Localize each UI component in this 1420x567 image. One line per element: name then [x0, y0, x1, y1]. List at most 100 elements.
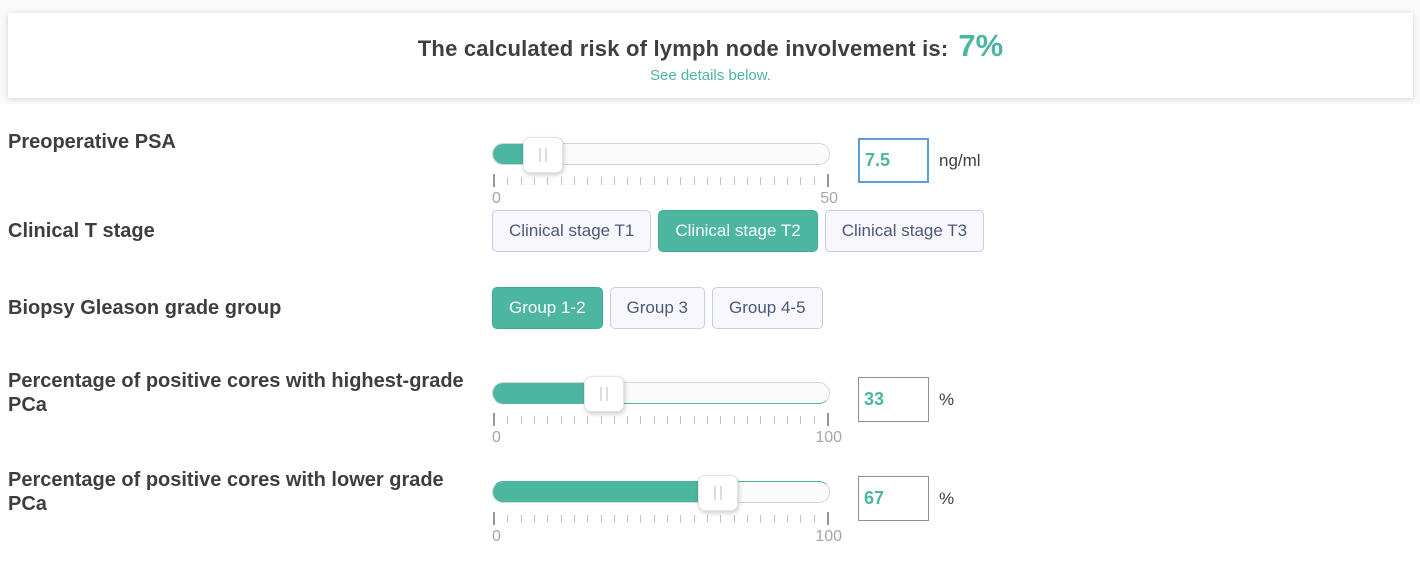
- tick-mark: [587, 415, 589, 424]
- grip-icon: [539, 148, 548, 162]
- tick-mark: [680, 176, 682, 185]
- t-stage-label: Clinical T stage: [8, 220, 155, 242]
- tick-mark: [533, 176, 535, 185]
- cores-lower-slider-track[interactable]: [492, 475, 830, 511]
- psa-label: Preoperative PSA: [8, 131, 176, 153]
- tick-mark: [600, 176, 602, 185]
- tick-mark: [786, 176, 788, 185]
- gleason-option-group-4-5[interactable]: Group 4-5: [711, 287, 823, 329]
- t-stage-row: Clinical T stage Clinical stage T1 Clini…: [8, 210, 1412, 252]
- gleason-option-group-1-2[interactable]: Group 1-2: [492, 287, 603, 329]
- tick-mark: [760, 176, 762, 185]
- tick-mark: [746, 415, 748, 424]
- tick-mark: [800, 415, 802, 424]
- tick-mark: [707, 415, 708, 424]
- tick-mark: [640, 415, 642, 424]
- result-line: The calculated risk of lymph node involv…: [418, 28, 1003, 64]
- tick-mark: [560, 176, 562, 185]
- tick-mark: [507, 176, 509, 185]
- tick-mark: [773, 514, 775, 523]
- scale-max-label: 100: [815, 528, 843, 545]
- tick-mark: [493, 413, 495, 426]
- tick-mark: [653, 176, 655, 185]
- cores-lower-row: Percentage of positive cores with lower …: [8, 468, 1412, 546]
- tick-mark: [720, 415, 722, 424]
- cores-lower-slider: 0 100: [492, 468, 842, 546]
- psa-slider-track[interactable]: [492, 137, 830, 173]
- tick-mark: [560, 514, 562, 523]
- tick-mark: [533, 415, 535, 424]
- scale-min-label: 0: [492, 190, 501, 207]
- tick-mark: [507, 415, 509, 424]
- tick-mark: [627, 514, 629, 523]
- tick-mark: [613, 415, 615, 424]
- tick-mark: [786, 514, 788, 523]
- psa-tick-scale: [492, 174, 830, 187]
- tick-mark: [746, 176, 748, 185]
- scale-min-label: 0: [492, 429, 501, 446]
- tick-mark: [600, 415, 602, 424]
- tick-mark: [667, 176, 669, 185]
- cores-lower-slider-handle[interactable]: [698, 475, 739, 511]
- psa-row: Preoperative PSA 0 50 ng/ml: [8, 130, 1412, 208]
- tick-mark: [547, 514, 549, 523]
- cores-highest-slider-handle[interactable]: [583, 376, 624, 412]
- tick-mark: [587, 176, 589, 185]
- cores-highest-slider-fill: [493, 383, 604, 403]
- tick-mark: [653, 514, 655, 523]
- tick-mark: [613, 176, 615, 185]
- tick-mark: [613, 514, 615, 523]
- tick-mark: [760, 514, 762, 523]
- gleason-button-group: Group 1-2 Group 3 Group 4-5: [492, 287, 830, 329]
- psa-slider-handle[interactable]: [523, 137, 564, 173]
- tick-mark: [813, 415, 815, 424]
- t-stage-option-t1[interactable]: Clinical stage T1: [492, 210, 652, 252]
- cores-lower-slider-fill: [493, 482, 719, 502]
- result-subtitle: See details below.: [650, 66, 771, 84]
- tick-mark: [520, 415, 522, 424]
- tick-mark: [786, 415, 788, 424]
- tick-mark: [600, 514, 602, 523]
- gleason-row: Biopsy Gleason grade group Group 1-2 Gro…: [8, 287, 1412, 329]
- psa-scale-labels: 0 50: [492, 189, 838, 208]
- tick-mark: [640, 176, 642, 185]
- tick-mark: [587, 514, 589, 523]
- tick-mark: [733, 415, 735, 424]
- tick-mark: [520, 514, 522, 523]
- tick-mark: [826, 512, 829, 525]
- cores-highest-unit-label: %: [939, 389, 955, 409]
- tick-mark: [547, 176, 549, 185]
- cores-lower-unit-label: %: [939, 488, 955, 508]
- cores-lower-scale-labels: 0 100: [492, 527, 842, 546]
- gleason-option-group-3[interactable]: Group 3: [609, 287, 705, 329]
- tick-mark: [507, 514, 509, 523]
- tick-mark: [667, 415, 669, 424]
- tick-mark: [547, 415, 549, 424]
- cores-lower-input-group: %: [858, 476, 954, 521]
- tick-mark: [573, 415, 575, 424]
- cores-highest-slider-track[interactable]: [492, 376, 830, 412]
- psa-unit-label: ng/ml: [939, 150, 981, 170]
- gleason-label: Biopsy Gleason grade group: [8, 297, 282, 319]
- tick-mark: [693, 514, 695, 523]
- tick-mark: [680, 415, 682, 424]
- psa-value-input[interactable]: [858, 138, 929, 183]
- tick-mark: [813, 514, 815, 523]
- t-stage-option-t3[interactable]: Clinical stage T3: [824, 210, 985, 252]
- tick-mark: [693, 176, 695, 185]
- cores-lower-value-input[interactable]: [858, 476, 929, 521]
- grip-icon: [599, 387, 608, 401]
- tick-mark: [720, 176, 722, 185]
- cores-highest-slider: 0 100: [492, 369, 842, 447]
- t-stage-option-t2[interactable]: Clinical stage T2: [658, 210, 818, 252]
- result-title: The calculated risk of lymph node involv…: [417, 35, 949, 61]
- result-card: The calculated risk of lymph node involv…: [8, 13, 1413, 98]
- tick-mark: [773, 415, 775, 424]
- tick-mark: [733, 514, 735, 523]
- cores-highest-value-input[interactable]: [858, 377, 929, 422]
- tick-mark: [707, 176, 708, 185]
- scale-max-label: 50: [820, 190, 839, 207]
- cores-highest-scale-labels: 0 100: [492, 428, 842, 447]
- psa-input-group: ng/ml: [858, 138, 981, 183]
- tick-mark: [680, 514, 682, 523]
